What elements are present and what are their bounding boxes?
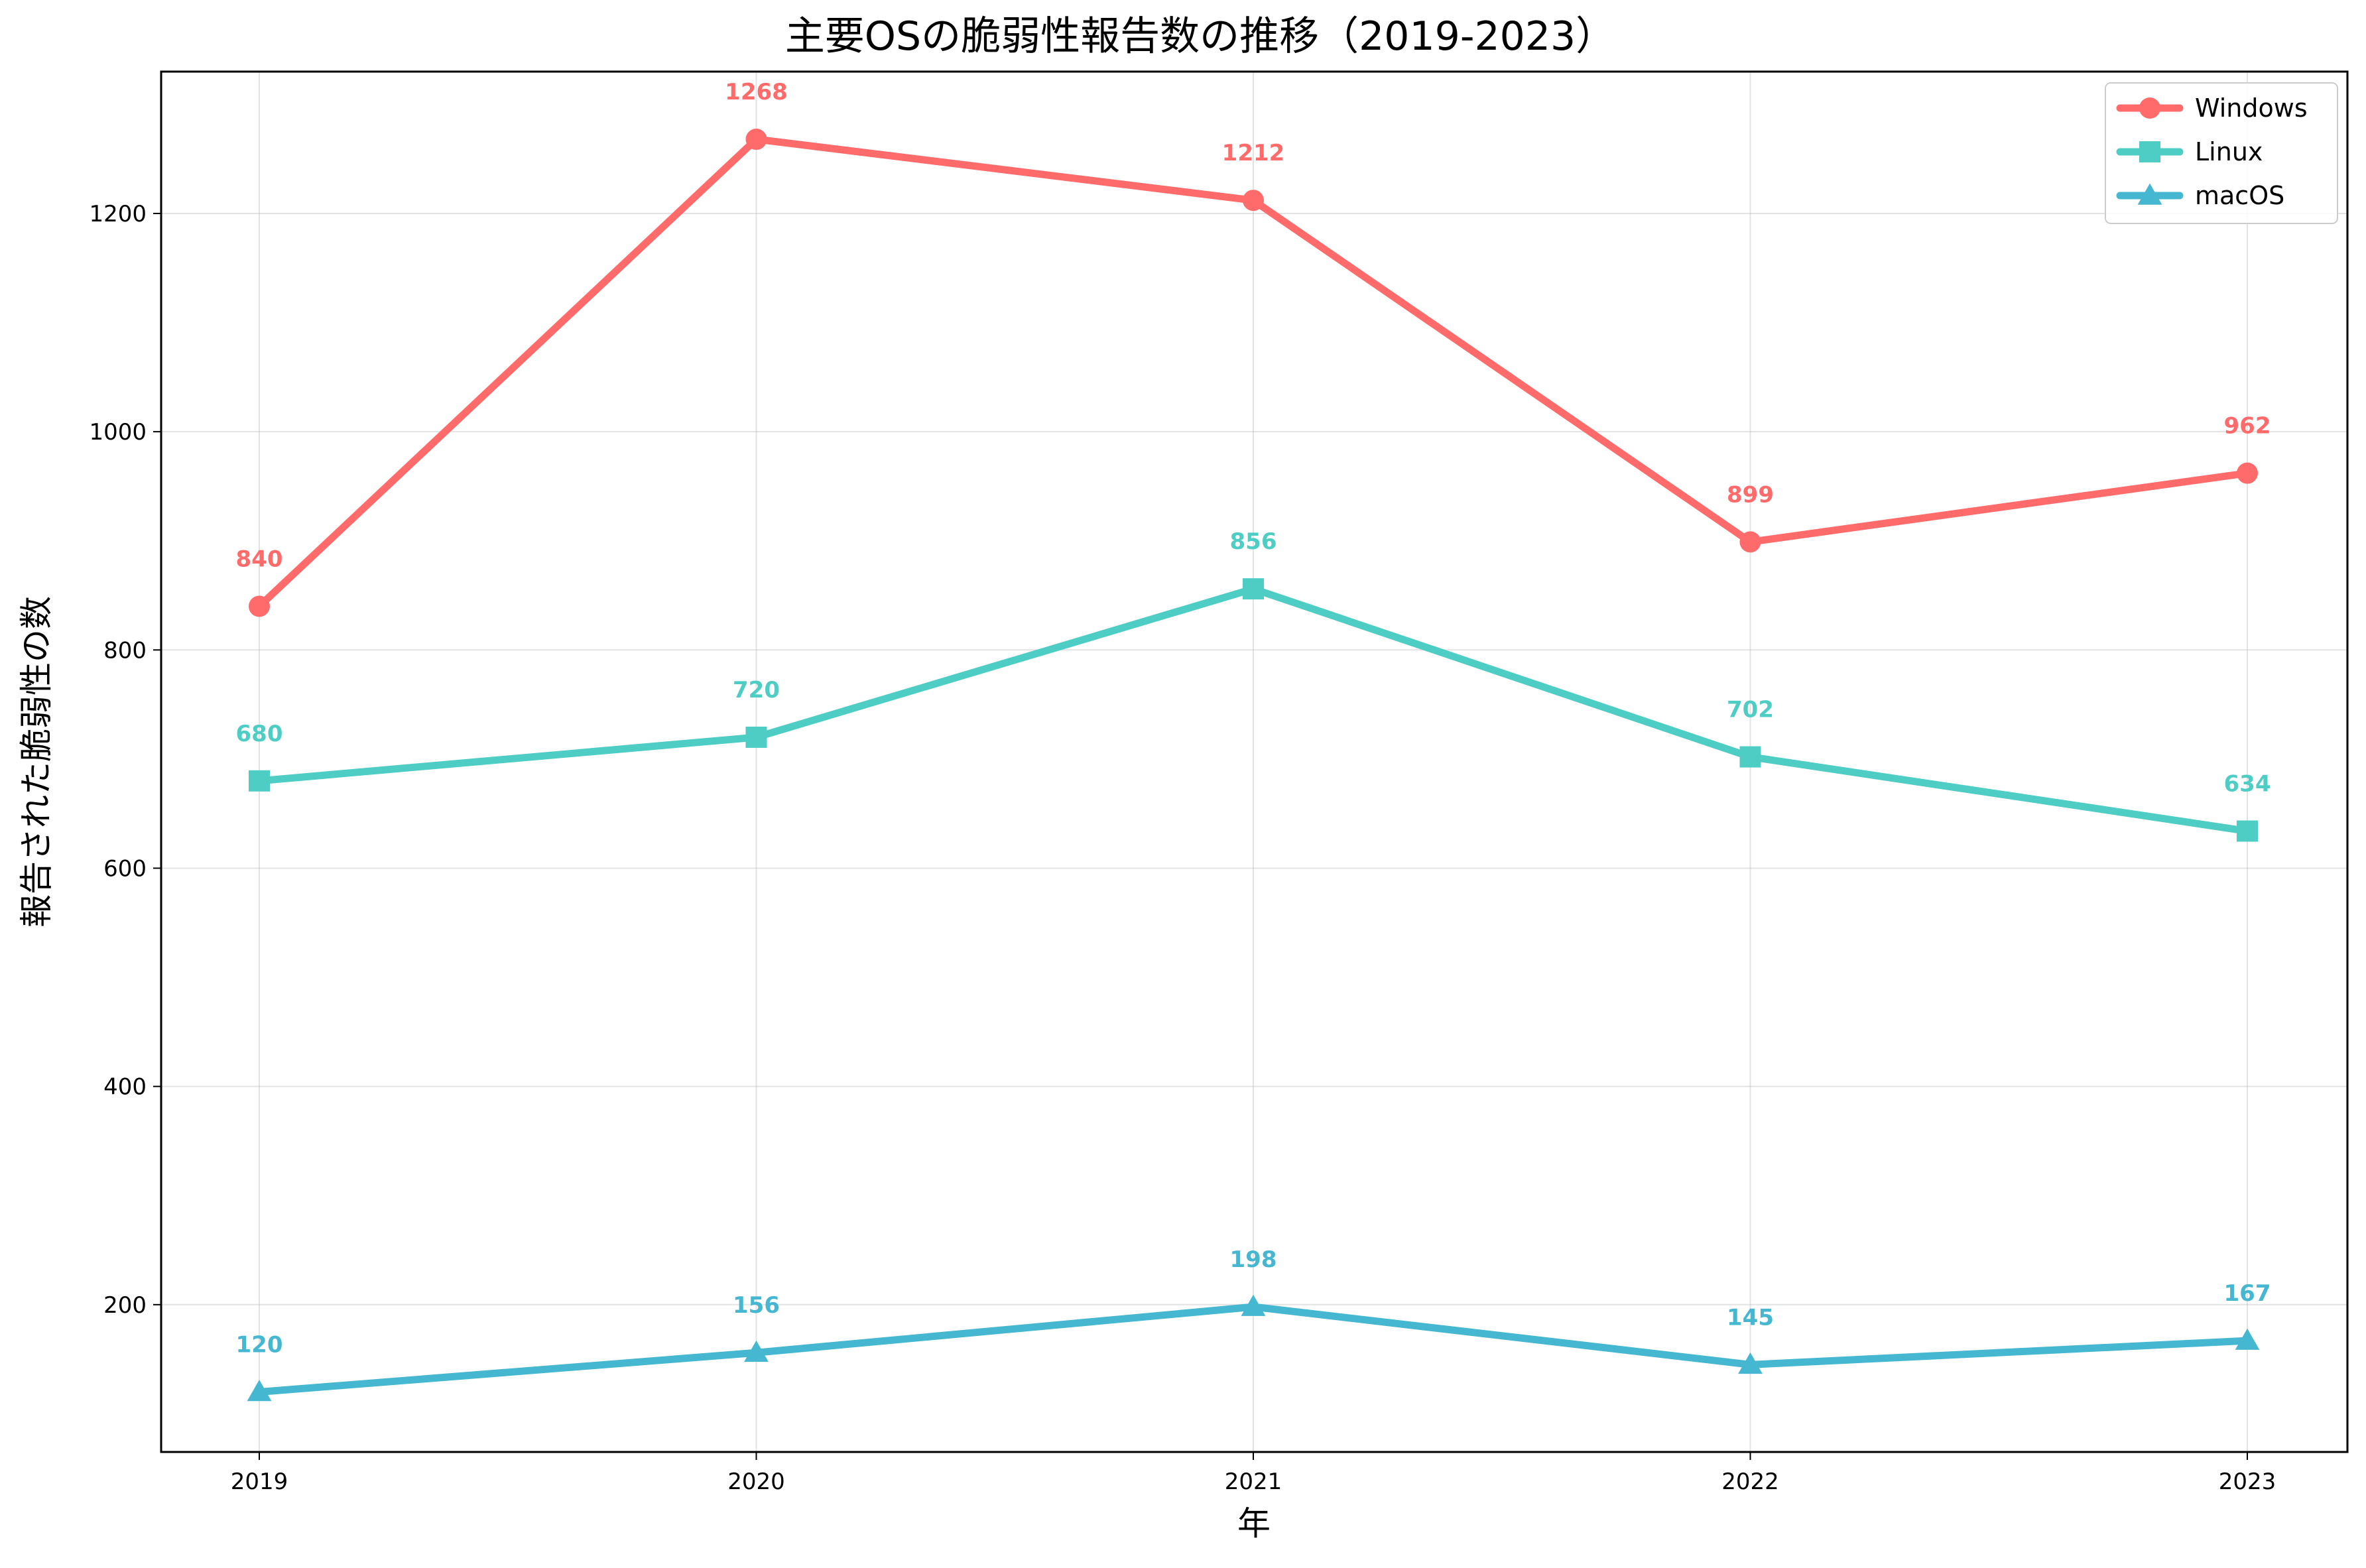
x-tick-label: 2020 bbox=[727, 1469, 785, 1495]
legend-swatch-marker bbox=[2137, 183, 2162, 205]
legend-item-macos: macOS bbox=[2116, 181, 2284, 210]
macos-point bbox=[2235, 1328, 2260, 1350]
legend-item-windows: Windows bbox=[2116, 93, 2308, 123]
windows-point bbox=[745, 129, 767, 151]
legend-swatch-marker bbox=[2139, 141, 2160, 162]
macos-data-label: 156 bbox=[733, 1292, 780, 1319]
macos-data-label: 198 bbox=[1230, 1246, 1277, 1273]
y-axis-title: 報告された脆弱性の数 bbox=[17, 596, 56, 928]
linux-data-label: 634 bbox=[2224, 771, 2271, 798]
legend-label: Windows bbox=[2195, 93, 2308, 123]
legend-item-linux: Linux bbox=[2116, 137, 2263, 166]
y-tick-label: 1200 bbox=[89, 201, 147, 227]
x-tick-label: 2022 bbox=[1721, 1469, 1779, 1495]
macos-data-label: 145 bbox=[1727, 1304, 1774, 1331]
macos-data-label: 120 bbox=[236, 1331, 283, 1358]
chart-title: 主要OSの脆弱性報告数の推移（2019-2023） bbox=[785, 13, 1615, 60]
series-windows: 840 1268 1212 899 962 bbox=[236, 79, 2271, 617]
linux-point bbox=[745, 726, 767, 748]
y-tick-label: 200 bbox=[103, 1292, 147, 1319]
legend-box bbox=[2105, 82, 2338, 224]
legend-swatch-marker bbox=[2139, 97, 2160, 119]
linux-point bbox=[249, 770, 270, 792]
y-tick-label: 400 bbox=[103, 1074, 147, 1101]
legend-label: macOS bbox=[2195, 181, 2284, 210]
series-linux: 680 720 856 702 634 bbox=[236, 528, 2271, 842]
x-tick-label: 2019 bbox=[231, 1469, 288, 1495]
windows-data-label: 1268 bbox=[725, 79, 788, 105]
x-tick-label: 2023 bbox=[2219, 1469, 2276, 1495]
x-axis-title: 年 bbox=[1237, 1504, 1271, 1543]
legend: Windows Linux macOS bbox=[2105, 82, 2338, 224]
y-tick-label: 1000 bbox=[89, 419, 147, 446]
windows-data-label: 962 bbox=[2224, 413, 2271, 440]
linux-data-label: 720 bbox=[733, 677, 780, 703]
windows-point bbox=[2237, 462, 2258, 484]
linux-data-label: 856 bbox=[1230, 528, 1277, 555]
linux-data-label: 680 bbox=[236, 721, 283, 747]
linux-point bbox=[1243, 578, 1264, 600]
y-tick-label: 800 bbox=[103, 637, 147, 664]
windows-point bbox=[1243, 190, 1264, 211]
linux-point bbox=[1739, 746, 1761, 768]
windows-point bbox=[1739, 531, 1761, 553]
axes: 2019 2020 2021 2022 2023 200 400 600 800 1000 1200 bbox=[89, 201, 2276, 1495]
macos-point bbox=[247, 1380, 272, 1402]
windows-point bbox=[249, 595, 270, 617]
macos-point bbox=[1738, 1352, 1763, 1374]
plot-frame bbox=[160, 70, 2349, 1453]
macos-point bbox=[1241, 1294, 1266, 1316]
legend-label: Linux bbox=[2195, 137, 2263, 166]
windows-data-label: 1212 bbox=[1222, 140, 1285, 166]
series-macos: 120 156 198 145 167 bbox=[236, 1246, 2271, 1402]
macos-point bbox=[744, 1340, 769, 1362]
x-tick-label: 2021 bbox=[1225, 1469, 1282, 1495]
windows-data-label: 899 bbox=[1727, 481, 1774, 508]
series-layer: 840 1268 1212 899 962 680 720 856 702 634 120 156 19… bbox=[236, 79, 2271, 1402]
windows-data-label: 840 bbox=[236, 546, 283, 572]
linux-point bbox=[2237, 820, 2258, 842]
y-tick-label: 600 bbox=[103, 855, 147, 882]
linux-data-label: 702 bbox=[1727, 697, 1774, 723]
macos-data-label: 167 bbox=[2224, 1280, 2271, 1307]
